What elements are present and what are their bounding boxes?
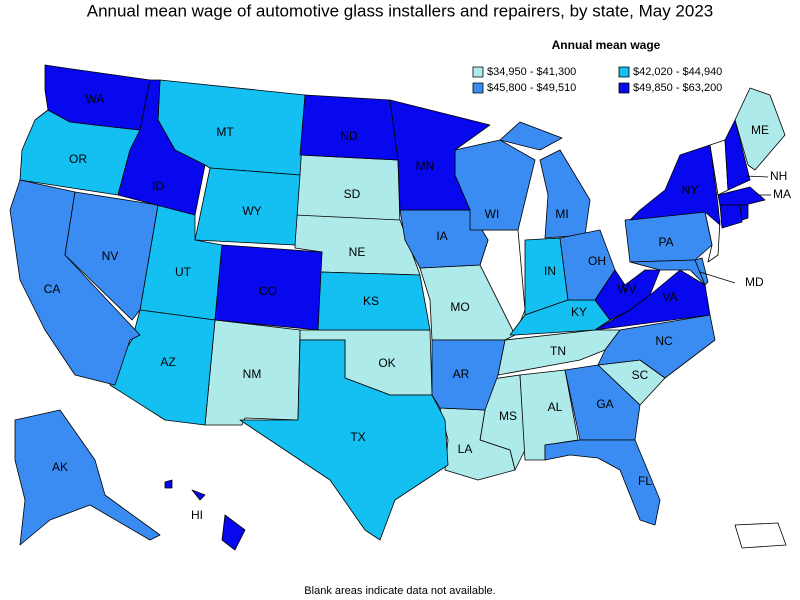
- state-label: HI: [191, 508, 203, 522]
- state: [14, 409, 161, 546]
- state-label: OH: [588, 254, 606, 268]
- state-label: MT: [216, 125, 234, 139]
- legend-label: $49,850 - $63,200: [633, 82, 722, 94]
- map-title: Annual mean wage of automotive glass ins…: [87, 1, 714, 20]
- state-label: NV: [102, 249, 119, 263]
- state-label: VA: [662, 290, 677, 304]
- state: [717, 186, 766, 206]
- leader-line: [699, 271, 736, 284]
- state-label: SC: [632, 368, 649, 382]
- state: [594, 269, 661, 321]
- legend-swatch: [618, 82, 630, 94]
- state: [724, 119, 751, 191]
- state-label: GA: [596, 397, 613, 411]
- state-label: PA: [658, 235, 673, 249]
- state: [389, 99, 491, 211]
- state: [739, 204, 749, 221]
- state-label: AR: [453, 367, 470, 381]
- state: [597, 314, 716, 379]
- state: [109, 309, 216, 426]
- state-label: MO: [450, 300, 469, 314]
- state-label: NC: [655, 334, 673, 348]
- state-label: UT: [175, 265, 192, 279]
- state-label: MN: [416, 159, 435, 173]
- legend-label: $45,800 - $49,510: [487, 82, 576, 94]
- state-label: WA: [86, 92, 105, 106]
- state: [194, 167, 301, 246]
- state-label: WV: [617, 282, 636, 296]
- state: [544, 439, 661, 526]
- state-label: WY: [242, 204, 261, 218]
- state: [117, 79, 206, 216]
- state-label: IA: [436, 229, 447, 243]
- state-label: NM: [243, 367, 262, 381]
- state-label: SD: [344, 187, 361, 201]
- state-label: NE: [349, 245, 366, 259]
- state-label: TX: [350, 430, 365, 444]
- state: [499, 121, 563, 151]
- state-label: AZ: [160, 355, 175, 369]
- state-label: MD: [745, 275, 764, 289]
- state: [214, 244, 323, 331]
- state: [694, 257, 709, 286]
- state-label: MS: [499, 409, 517, 423]
- state: [191, 489, 206, 501]
- state-label: ME: [751, 123, 769, 137]
- legend-label: $34,950 - $41,300: [487, 66, 576, 78]
- state-label: MA: [773, 187, 791, 201]
- state: [594, 269, 711, 331]
- state-label: CO: [259, 284, 277, 298]
- state-label: LA: [458, 442, 473, 456]
- state: [299, 94, 399, 161]
- state-label: AL: [548, 400, 563, 414]
- state: [64, 191, 159, 321]
- state-label: ND: [340, 129, 358, 143]
- state: [431, 339, 506, 411]
- state-label: FL: [638, 474, 652, 488]
- state-label: WI: [485, 207, 500, 221]
- legend-label: $42,020 - $44,940: [633, 66, 722, 78]
- legend-swatch: [472, 66, 484, 78]
- leader-line: [744, 175, 769, 178]
- state-label: NY: [682, 183, 699, 197]
- state-label: AK: [52, 460, 68, 474]
- blank-states: [469, 139, 787, 549]
- state-label: TN: [550, 344, 566, 358]
- territory-blank: [734, 522, 787, 549]
- state: [734, 87, 786, 171]
- state-label: IN: [544, 264, 556, 278]
- state-label: KS: [363, 294, 379, 308]
- state: [629, 144, 721, 226]
- state: [44, 64, 151, 131]
- footnote: Blank areas indicate data not available.: [304, 585, 495, 597]
- state-label: MI: [555, 207, 568, 221]
- state: [564, 364, 641, 441]
- state: [221, 514, 246, 551]
- state-label: ID: [152, 179, 164, 193]
- state-label: OK: [378, 356, 395, 370]
- state: [539, 149, 591, 239]
- state: [719, 204, 743, 229]
- legend-swatch: [472, 82, 484, 94]
- state: [419, 264, 516, 341]
- state-label: CA: [44, 282, 61, 296]
- state: [164, 479, 173, 489]
- legend-title: Annual mean wage: [552, 38, 661, 52]
- state-label: OR: [69, 152, 87, 166]
- state: [239, 339, 449, 541]
- state-label: NH: [770, 169, 787, 183]
- state-label: KY: [571, 305, 587, 319]
- legend-swatch: [618, 66, 630, 78]
